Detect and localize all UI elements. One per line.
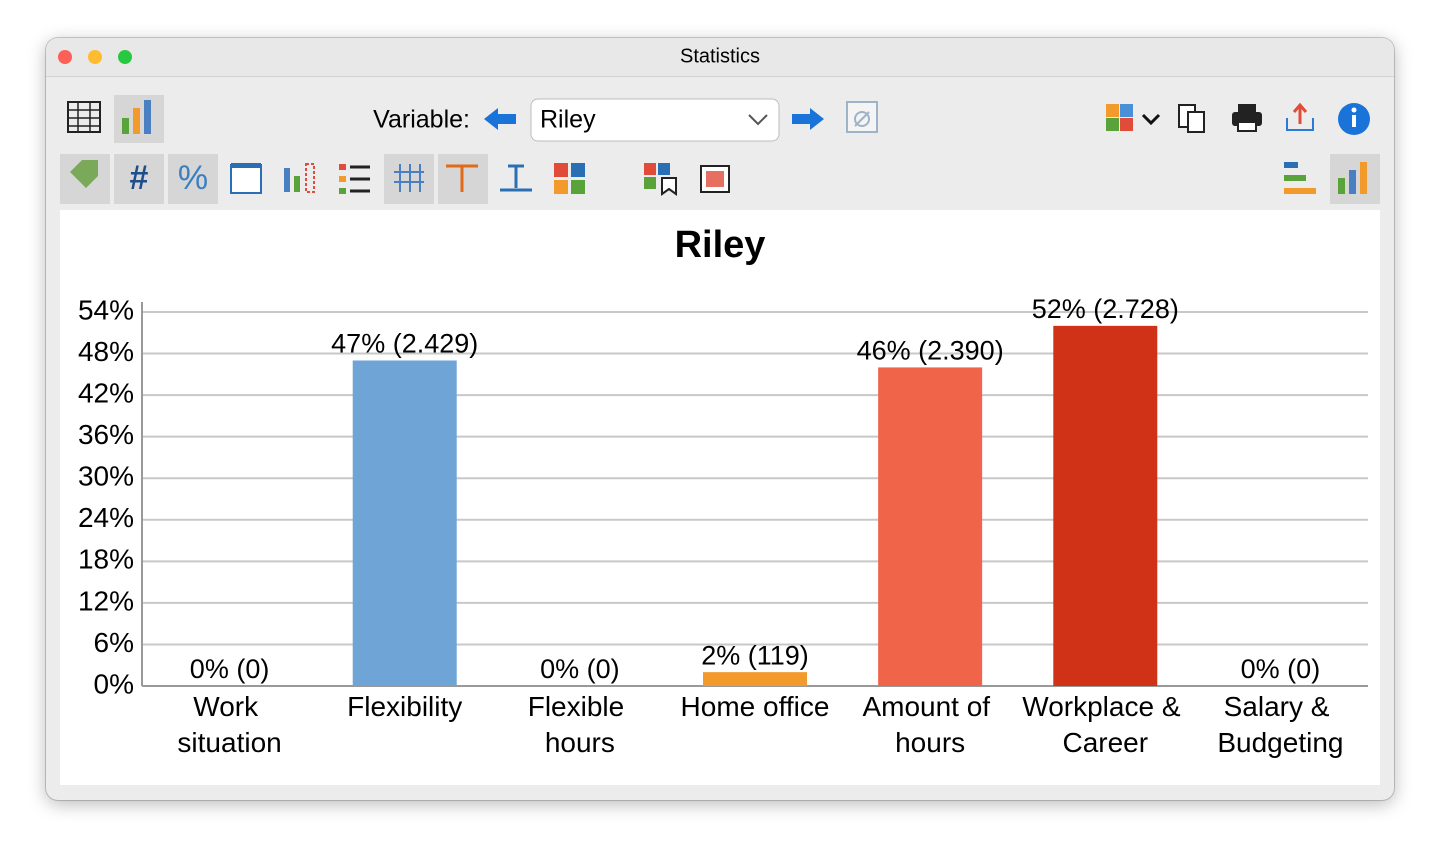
decimals-button[interactable] — [230, 163, 262, 194]
vertical-bars-icon — [1338, 162, 1367, 194]
y-tick-label: 48% — [78, 336, 134, 367]
y-tick-label: 42% — [78, 378, 134, 409]
value-label: 0% (0) — [540, 654, 620, 684]
table-view-button[interactable] — [67, 101, 101, 133]
y-tick-label: 0% — [94, 668, 134, 699]
bar — [352, 360, 457, 686]
window-button[interactable] — [700, 165, 730, 193]
grid-icon — [394, 164, 424, 192]
y-tick-label: 12% — [78, 585, 134, 616]
dropdown-arrow — [748, 114, 768, 126]
x-tick-label: Flexibility — [347, 691, 462, 722]
x-tick-label: Workplace & Career — [1022, 691, 1188, 758]
value-label: 46% (2.390) — [857, 336, 1004, 366]
zoom-button[interactable] — [118, 50, 132, 64]
percent-toggle[interactable] — [168, 154, 218, 204]
export-button[interactable] — [1286, 102, 1314, 131]
info-button[interactable] — [1338, 103, 1370, 135]
x-tick-label: Home office — [681, 691, 830, 722]
copy-button[interactable] — [1178, 104, 1205, 133]
chart-view-button[interactable] — [114, 95, 164, 143]
title-bar — [46, 38, 1394, 76]
value-label: 2% (119) — [701, 640, 809, 670]
y-tick-label: 54% — [78, 294, 134, 325]
value-label: 52% (2.728) — [1032, 294, 1179, 324]
value-labels-icon — [446, 164, 478, 192]
value-label: 0% (0) — [190, 654, 270, 684]
count-toggle[interactable] — [114, 154, 164, 204]
y-tick-label: 24% — [78, 502, 134, 533]
variable-dropdown[interactable] — [530, 98, 780, 142]
y-tick-label: 30% — [78, 461, 134, 492]
close-button[interactable] — [58, 50, 72, 64]
template-button[interactable] — [644, 163, 677, 196]
bar — [878, 367, 983, 686]
window: Statistics Variable: Riley # % Riley 0% 6… — [46, 38, 1394, 800]
next-variable[interactable] — [792, 108, 824, 130]
filter-button[interactable] — [846, 101, 878, 133]
bar — [1053, 325, 1158, 686]
window-content: Statistics Variable: Riley # % Riley 0% 6… — [46, 38, 1394, 785]
chart-area — [60, 210, 1380, 785]
variable-label: Variable: — [373, 106, 470, 134]
value-label: 0% (0) — [1241, 654, 1321, 684]
x-tick-label: Flexible hours — [528, 691, 632, 758]
x-tick-label: Salary & Budgeting — [1217, 691, 1343, 758]
previous-variable[interactable] — [484, 108, 516, 130]
bar-width-button[interactable] — [284, 163, 315, 193]
bar — [703, 672, 807, 686]
title-button[interactable] — [500, 164, 532, 192]
horizontal-bars-button[interactable] — [1284, 162, 1316, 194]
y-tick-label: 6% — [94, 627, 134, 658]
print-button[interactable] — [1232, 104, 1262, 132]
count-icon: # — [130, 159, 149, 197]
color-scheme-button[interactable] — [1106, 104, 1161, 131]
chart-title: Riley — [675, 224, 766, 266]
percent-icon: % — [178, 159, 208, 197]
minimize-button[interactable] — [88, 50, 102, 64]
value-label: 47% (2.429) — [331, 329, 478, 359]
colors-button[interactable] — [554, 163, 585, 194]
y-tick-label: 36% — [78, 419, 134, 450]
x-tick-label: Work situation — [177, 691, 281, 758]
window-title: Statistics — [680, 45, 760, 67]
legend-button[interactable] — [339, 164, 370, 194]
labels-icon — [70, 160, 98, 188]
variable-value: Riley — [540, 106, 596, 134]
x-tick-label: Amount of hours — [862, 691, 997, 758]
y-tick-label: 18% — [78, 544, 134, 575]
